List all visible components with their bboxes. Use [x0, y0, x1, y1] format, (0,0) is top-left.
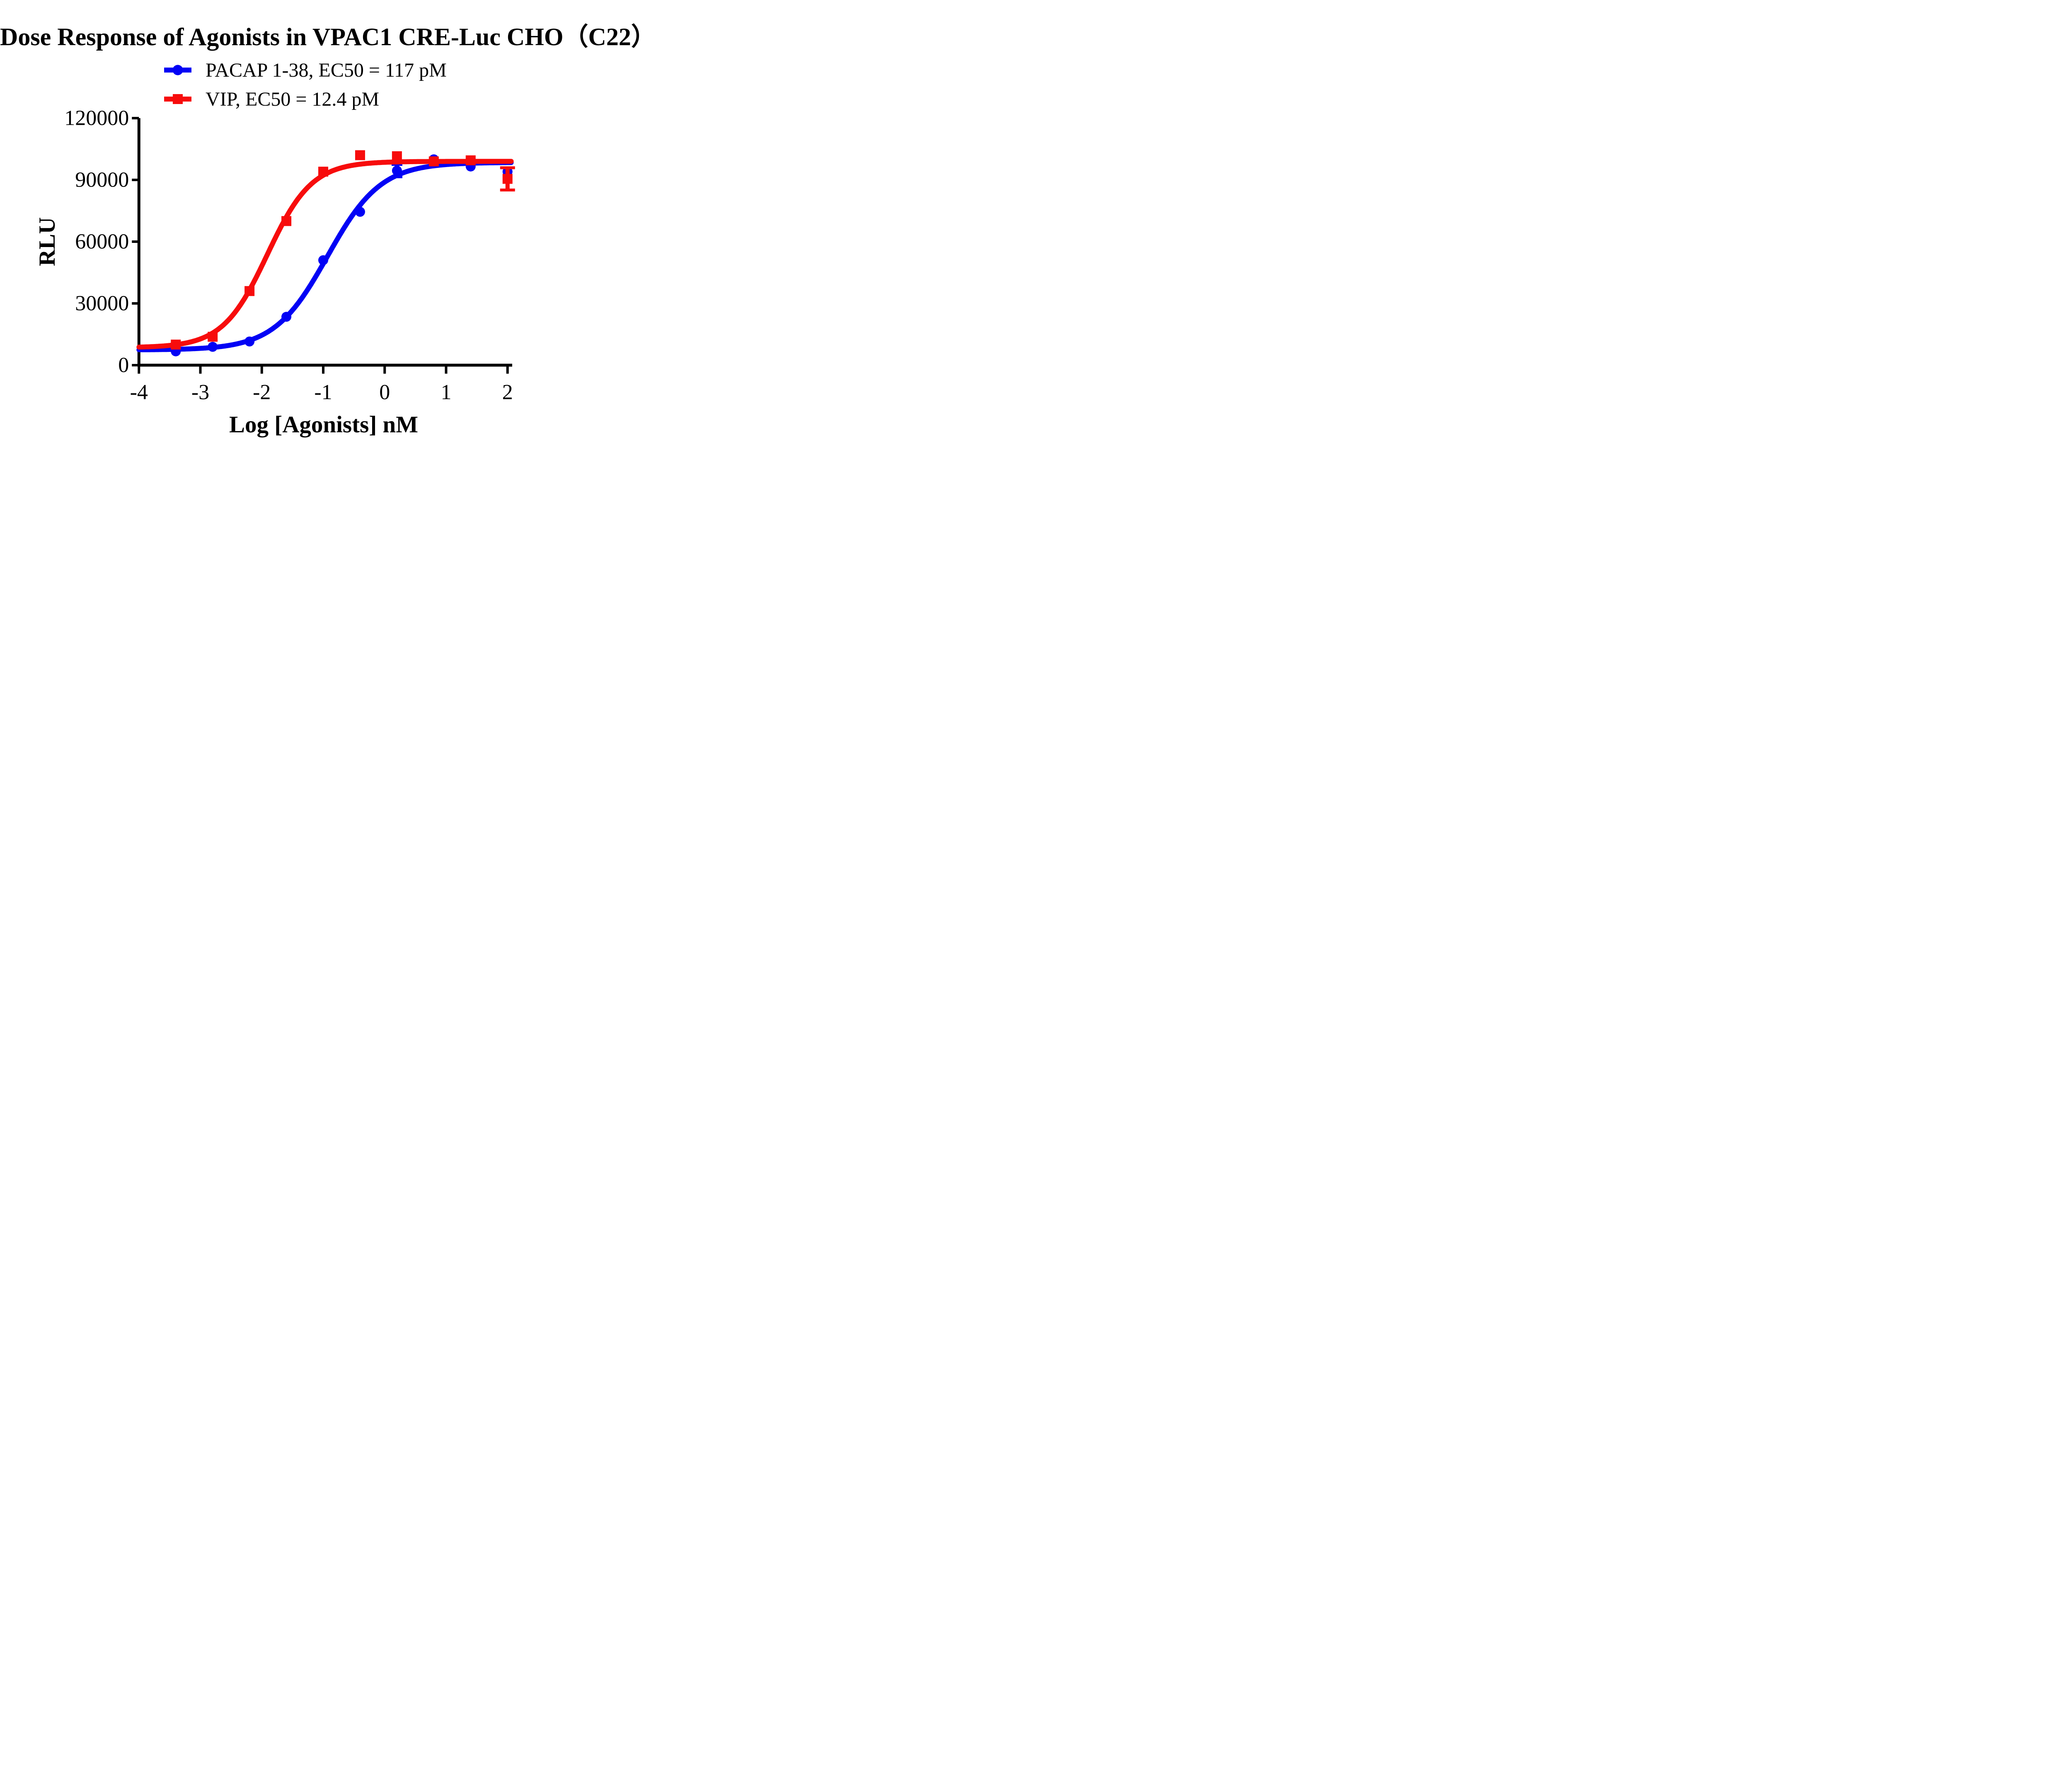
- vip-data-point: [281, 216, 292, 226]
- x-tick-label: 2: [502, 381, 513, 404]
- legend-label-pacap: PACAP 1-38, EC50 = 117 pM: [206, 59, 447, 81]
- vip-fit-curve: [136, 159, 514, 350]
- x-tick-label: -4: [130, 381, 148, 404]
- vip-data-point: [502, 174, 513, 184]
- vip-legend-marker-icon: [164, 94, 191, 104]
- legend-item-vip: VIP, EC50 = 12.4 pM: [164, 87, 379, 111]
- plot-area: 0 30000 60000 90000 120000 -4 -3 -2 -1 0 1 2: [64, 107, 515, 404]
- y-tick-label: 0: [118, 354, 129, 377]
- vip-data-point: [244, 286, 255, 296]
- dose-response-figure: Dose Response of Agonists in VPAC1 CRE-L…: [0, 0, 646, 446]
- vip-data-point: [465, 155, 476, 165]
- x-tick-label: 0: [379, 381, 390, 404]
- x-tick-label: -2: [253, 381, 271, 404]
- pacap-data-point: [281, 312, 292, 322]
- vip-data-point: [355, 150, 365, 160]
- x-tick-label: -1: [314, 381, 332, 404]
- vip-legend-square-icon: [173, 94, 183, 104]
- x-tick-label: -3: [191, 381, 209, 404]
- legend-item-pacap: PACAP 1-38, EC50 = 117 pM: [164, 58, 447, 82]
- pacap-data-point: [318, 255, 328, 265]
- y-tick-label: 60000: [75, 230, 129, 254]
- vip-data-point: [428, 156, 439, 167]
- chart-title: Dose Response of Agonists in VPAC1 CRE-L…: [0, 23, 646, 51]
- pacap-data-point: [208, 342, 218, 352]
- y-tick-label: 30000: [75, 292, 129, 315]
- legend-label-vip: VIP, EC50 = 12.4 pM: [206, 88, 380, 110]
- pacap-data-point: [244, 336, 255, 347]
- pacap-data-point: [392, 165, 402, 176]
- y-axis-title: RLU: [34, 217, 60, 267]
- x-tick-label: 1: [441, 381, 452, 404]
- x-axis-title: Log [Agonists] nM: [229, 412, 419, 438]
- pacap-legend-marker-icon: [164, 65, 191, 75]
- pacap-data-point: [355, 206, 365, 217]
- vip-data-point: [318, 167, 328, 177]
- vip-data-point: [171, 339, 181, 350]
- y-tick-label: 120000: [64, 107, 129, 130]
- pacap-legend-circle-icon: [172, 65, 183, 75]
- vip-data-point: [208, 332, 218, 342]
- vip-data-point: [392, 151, 402, 161]
- y-tick-label: 90000: [75, 168, 129, 192]
